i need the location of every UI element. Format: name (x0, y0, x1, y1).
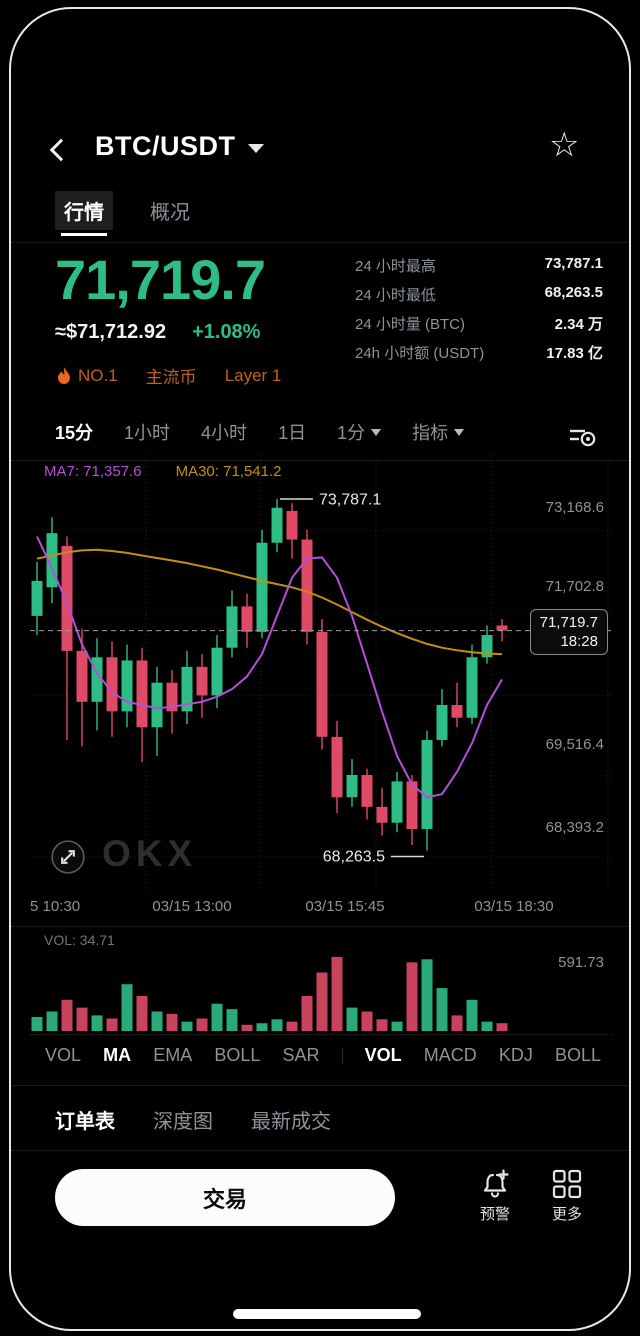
indicator-sar[interactable]: SAR (282, 1045, 320, 1065)
indicator-kdj[interactable]: KDJ (498, 1045, 533, 1065)
indicator-tabs: VOL MA EMA BOLL SAR VOL MACD KDJ BOLL (45, 1045, 601, 1066)
pair-title[interactable]: BTC/USDT (95, 131, 264, 162)
divider (341, 1047, 343, 1064)
x-axis-label: 03/15 15:45 (305, 898, 385, 915)
y-axis-label: 71,702.8 (545, 578, 604, 595)
x-axis-label: 5 10:30 (30, 898, 81, 915)
timeframe-1d[interactable]: 1日 (278, 423, 307, 443)
indicator-vol-sub[interactable]: VOL (364, 1045, 402, 1065)
chevron-left-icon (49, 138, 73, 162)
stat-24h-turnover-usdt: 24h 小时额 (USDT) 17.83 亿 (355, 345, 603, 362)
candlestick-svg[interactable]: 73,787.1 68,263.5 (30, 455, 612, 895)
last-price: 71,719.7 (55, 248, 266, 311)
divider (11, 242, 629, 243)
divider (11, 1085, 629, 1086)
chart-settings-button[interactable] (567, 423, 597, 454)
indicator-boll-main[interactable]: BOLL (214, 1045, 261, 1065)
tab-market[interactable]: 行情 (55, 191, 113, 236)
stats-panel: 24 小时最高 73,787.1 24 小时最低 68,263.5 24 小时量 (… (355, 255, 603, 363)
candlestick-chart[interactable]: 73,787.1 68,263.5 MA7: 71,357.6 MA30: 71,… (30, 455, 612, 895)
back-button[interactable] (49, 137, 79, 163)
y-axis-label: 73,168.6 (545, 499, 604, 516)
last-price-badge: 71,719.7 18:28 (529, 608, 608, 655)
x-axis: 5 10:30 03/15 13:00 03/15 15:45 03/15 18… (11, 898, 629, 927)
flame-icon (58, 366, 70, 384)
volume-label: VOL: 34.71 (44, 932, 115, 948)
page-title: BTC/USDT (95, 131, 236, 161)
bottom-tabs: 订单表 深度图 最新成交 (55, 1105, 331, 1134)
fiat-price: ≈$71,712.92 (55, 321, 167, 343)
caret-down-icon (247, 144, 264, 153)
stat-24h-volume-btc: 24 小时量 (BTC) 2.34 万 (355, 316, 603, 333)
tab-depth-chart[interactable]: 深度图 (153, 1111, 213, 1133)
timeframe-row: 15分 1小时 4小时 1日 1分 指标 (55, 419, 585, 445)
stat-24h-high: 24 小时最高 73,787.1 (355, 255, 603, 275)
divider (11, 1150, 629, 1151)
more-label: 更多 (551, 1206, 582, 1223)
indicator-dropdown[interactable]: 指标 (412, 419, 465, 445)
phone-frame: BTC/USDT ☆ 行情 概况 71,719.7 ≈$71,712.92 +1… (9, 7, 631, 1331)
rank-label: NO.1 (78, 365, 118, 385)
x-axis-label: 03/15 13:00 (152, 898, 232, 915)
nav-tabs: 行情 概况 (55, 191, 199, 236)
ma-legend: MA7: 71,357.6 MA30: 71,541.2 (44, 463, 282, 480)
expand-arrows-icon (51, 840, 85, 874)
volume-pane[interactable]: VOL: 34.71 591.73 (30, 928, 612, 1035)
timeframe-4h[interactable]: 4小时 (201, 423, 248, 443)
favorite-star-icon[interactable]: ☆ (549, 126, 580, 164)
home-indicator[interactable] (233, 1309, 421, 1319)
divider (11, 460, 629, 461)
badge-time: 18:28 (560, 632, 598, 650)
volume-svg[interactable] (30, 928, 612, 1034)
expand-chart-button[interactable] (50, 839, 86, 880)
indicator-macd[interactable]: MACD (423, 1045, 477, 1065)
tab-latest-trades[interactable]: 最新成交 (251, 1111, 331, 1133)
indicator-ma[interactable]: MA (103, 1045, 132, 1065)
ma7-legend: MA7: 71,357.6 (44, 463, 142, 480)
svg-text:73,787.1: 73,787.1 (319, 492, 381, 509)
rank-badge[interactable]: NO.1 (57, 366, 118, 386)
caret-down-icon (454, 428, 465, 436)
tab-order-book[interactable]: 订单表 (55, 1111, 115, 1133)
tag-layer1[interactable]: Layer 1 (224, 365, 282, 385)
caret-down-icon (371, 428, 382, 436)
y-axis-label: 69,516.4 (545, 736, 604, 753)
badges-row: NO.1 主流币 Layer 1 (57, 363, 281, 388)
x-axis-label: 03/15 18:30 (474, 898, 554, 915)
okx-watermark: OKX (102, 833, 198, 874)
fiat-row: ≈$71,712.92 +1.08% (55, 321, 260, 344)
tag-mainstream[interactable]: 主流币 (145, 368, 197, 387)
change-percent: +1.08% (192, 321, 261, 343)
bell-plus-icon (483, 1169, 509, 1198)
svg-text:68,263.5: 68,263.5 (323, 849, 385, 866)
ma30-legend: MA30: 71,541.2 (175, 463, 282, 480)
tab-overview[interactable]: 概况 (150, 202, 190, 224)
grid-squares-icon (552, 1169, 582, 1199)
timeframe-more-dropdown[interactable]: 1分 (337, 419, 382, 445)
y-axis-label: 68,393.2 (545, 819, 604, 836)
alert-button[interactable]: 预警 (463, 1169, 527, 1224)
timeframe-1h[interactable]: 1小时 (124, 423, 171, 443)
badge-price: 71,719.7 (539, 613, 598, 631)
trade-button[interactable]: 交易 (55, 1169, 395, 1226)
timeframe-15m[interactable]: 15分 (55, 423, 94, 443)
volume-axis-max: 591.73 (558, 954, 604, 971)
indicator-vol-main[interactable]: VOL (45, 1045, 82, 1065)
alert-label: 预警 (479, 1206, 510, 1223)
indicator-ema[interactable]: EMA (153, 1045, 193, 1065)
indicator-boll-sub[interactable]: BOLL (554, 1045, 601, 1065)
list-circle-icon (570, 429, 596, 447)
stat-24h-low: 24 小时最低 68,263.5 (355, 284, 603, 304)
more-button[interactable]: 更多 (535, 1169, 599, 1224)
